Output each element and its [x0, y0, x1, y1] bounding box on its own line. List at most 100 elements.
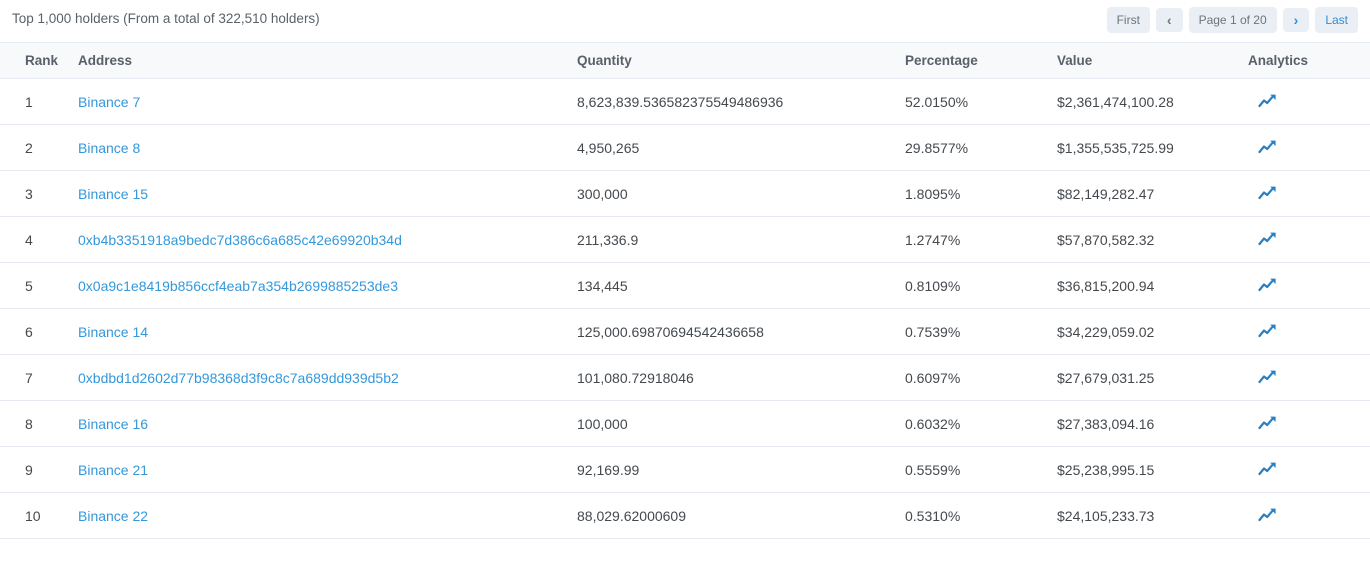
- percentage-indicator: 1.2747%: [905, 232, 960, 248]
- percentage-cell: 0.6032%: [905, 400, 1057, 447]
- address-cell: Binance 15: [78, 170, 577, 217]
- table-row: 9 Binance 21 92,169.99 0.5559% $25,238,9…: [0, 446, 1370, 493]
- percentage-text: 52.0150%: [905, 94, 969, 110]
- percentage-text: 1.8095%: [905, 186, 961, 202]
- pagination-page-indicator: Page 1 of 20: [1188, 7, 1277, 33]
- percentage-cell: 29.8577%: [905, 124, 1057, 171]
- table-row: 4 0xb4b3351918a9bedc7d386c6a685c42e69920…: [0, 216, 1370, 263]
- analytics-button[interactable]: [1258, 369, 1277, 384]
- page-title: Top 1,000 holders (From a total of 322,5…: [12, 11, 320, 26]
- quantity-cell: 92,169.99: [577, 446, 905, 493]
- percentage-cell: 0.6097%: [905, 354, 1057, 401]
- analytics-button[interactable]: [1258, 507, 1277, 522]
- value-cell: $82,149,282.47: [1057, 170, 1248, 217]
- analytics-cell: [1248, 170, 1370, 217]
- column-header-percentage: Percentage: [905, 42, 1057, 79]
- address-link[interactable]: 0xbdbd1d2602d77b98368d3f9c8c7a689dd939d5…: [78, 370, 399, 386]
- pagination-first-button[interactable]: First: [1106, 7, 1150, 33]
- address-link[interactable]: Binance 7: [78, 94, 141, 110]
- rank-cell: 1: [0, 78, 78, 125]
- address-link[interactable]: Binance 15: [78, 186, 149, 202]
- analytics-button[interactable]: [1258, 415, 1277, 430]
- percentage-indicator: 52.0150%: [905, 94, 968, 110]
- pagination: First ‹ Page 1 of 20 › Last: [1106, 7, 1358, 33]
- address-link[interactable]: Binance 22: [78, 508, 149, 524]
- address-link[interactable]: 0x0a9c1e8419b856ccf4eab7a354b2699885253d…: [78, 278, 398, 294]
- rank-cell: 6: [0, 308, 78, 355]
- rank-cell: 8: [0, 400, 78, 447]
- percentage-text: 1.2747%: [905, 232, 961, 248]
- value-cell: $24,105,233.73: [1057, 492, 1248, 539]
- rank-cell: 4: [0, 216, 78, 263]
- analytics-button[interactable]: [1258, 461, 1277, 476]
- pagination-prev-button[interactable]: ‹: [1155, 8, 1183, 32]
- analytics-chart-icon: [1258, 462, 1276, 476]
- address-link[interactable]: Binance 16: [78, 416, 149, 432]
- column-header-analytics: Analytics: [1248, 42, 1370, 79]
- analytics-button[interactable]: [1258, 277, 1277, 292]
- quantity-cell: 88,029.62000609: [577, 492, 905, 539]
- quantity-cell: 8,623,839.536582375549486936: [577, 78, 905, 125]
- address-cell: Binance 16: [78, 400, 577, 447]
- analytics-button[interactable]: [1258, 231, 1277, 246]
- analytics-button[interactable]: [1258, 93, 1277, 108]
- percentage-cell: 0.7539%: [905, 308, 1057, 355]
- address-link[interactable]: Binance 21: [78, 462, 149, 478]
- analytics-cell: [1248, 78, 1370, 125]
- address-cell: Binance 14: [78, 308, 577, 355]
- chevron-left-icon: ‹: [1166, 12, 1172, 28]
- value-cell: $57,870,582.32: [1057, 216, 1248, 263]
- analytics-chart-icon: [1258, 186, 1276, 200]
- table-row: 5 0x0a9c1e8419b856ccf4eab7a354b269988525…: [0, 262, 1370, 309]
- percentage-indicator: 0.6097%: [905, 370, 960, 386]
- analytics-cell: [1248, 308, 1370, 355]
- percentage-cell: 1.2747%: [905, 216, 1057, 263]
- analytics-button[interactable]: [1258, 323, 1277, 338]
- percentage-text: 0.6032%: [905, 416, 961, 432]
- analytics-chart-icon: [1258, 232, 1276, 246]
- column-header-quantity: Quantity: [577, 42, 905, 79]
- percentage-cell: 1.8095%: [905, 170, 1057, 217]
- address-cell: 0xb4b3351918a9bedc7d386c6a685c42e69920b3…: [78, 216, 577, 263]
- table-row: 3 Binance 15 300,000 1.8095% $82,149,282…: [0, 170, 1370, 217]
- percentage-cell: 52.0150%: [905, 78, 1057, 125]
- quantity-cell: 300,000: [577, 170, 905, 217]
- rank-cell: 5: [0, 262, 78, 309]
- pagination-next-button[interactable]: ›: [1282, 8, 1310, 32]
- analytics-button[interactable]: [1258, 139, 1277, 154]
- address-cell: Binance 22: [78, 492, 577, 539]
- percentage-text: 29.8577%: [905, 140, 969, 156]
- rank-cell: 2: [0, 124, 78, 171]
- analytics-cell: [1248, 262, 1370, 309]
- address-link[interactable]: 0xb4b3351918a9bedc7d386c6a685c42e69920b3…: [78, 232, 402, 248]
- percentage-indicator: 1.8095%: [905, 186, 960, 202]
- top-bar: Top 1,000 holders (From a total of 322,5…: [0, 0, 1370, 42]
- rank-cell: 9: [0, 446, 78, 493]
- percentage-indicator: 0.6032%: [905, 416, 960, 432]
- value-cell: $25,238,995.15: [1057, 446, 1248, 493]
- percentage-text: 0.7539%: [905, 324, 961, 340]
- analytics-chart-icon: [1258, 370, 1276, 384]
- percentage-indicator: 0.7539%: [905, 324, 960, 340]
- value-cell: $36,815,200.94: [1057, 262, 1248, 309]
- percentage-text: 0.5310%: [905, 508, 961, 524]
- percentage-indicator: 29.8577%: [905, 140, 968, 156]
- quantity-cell: 100,000: [577, 400, 905, 447]
- address-link[interactable]: Binance 8: [78, 140, 141, 156]
- percentage-indicator: 0.5559%: [905, 462, 960, 478]
- analytics-chart-icon: [1258, 278, 1276, 292]
- percentage-text: 0.6097%: [905, 370, 961, 386]
- column-header-value: Value: [1057, 42, 1248, 79]
- quantity-cell: 134,445: [577, 262, 905, 309]
- table-row: 8 Binance 16 100,000 0.6032% $27,383,094…: [0, 400, 1370, 447]
- table-row: 6 Binance 14 125,000.69870694542436658 0…: [0, 308, 1370, 355]
- address-link[interactable]: Binance 14: [78, 324, 149, 340]
- analytics-chart-icon: [1258, 94, 1276, 108]
- analytics-cell: [1248, 354, 1370, 401]
- analytics-chart-icon: [1258, 140, 1276, 154]
- percentage-text: 0.8109%: [905, 278, 961, 294]
- pagination-last-button[interactable]: Last: [1315, 7, 1358, 33]
- table-row: 1 Binance 7 8,623,839.536582375549486936…: [0, 78, 1370, 125]
- analytics-button[interactable]: [1258, 185, 1277, 200]
- value-cell: $1,355,535,725.99: [1057, 124, 1248, 171]
